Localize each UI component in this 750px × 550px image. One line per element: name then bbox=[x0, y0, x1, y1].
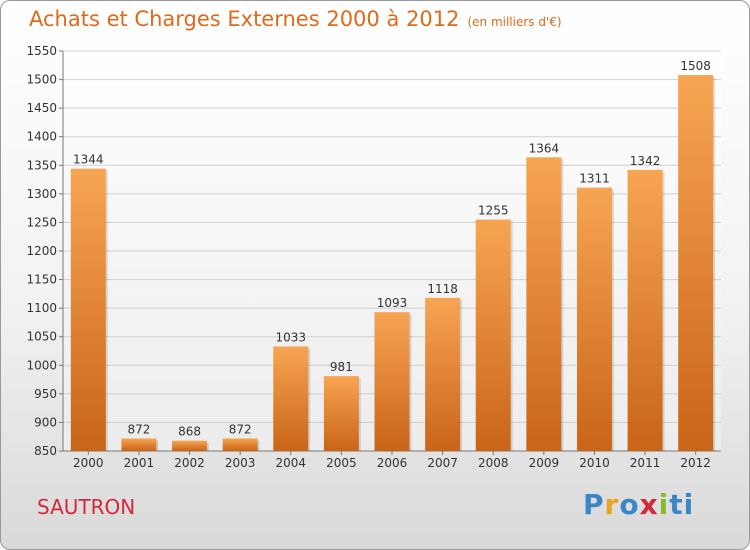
bar bbox=[475, 219, 511, 451]
x-tick-label: 2009 bbox=[529, 456, 560, 470]
x-tick-label: 2012 bbox=[680, 456, 711, 470]
logo-letter: P bbox=[583, 488, 605, 521]
y-tick-label: 950 bbox=[34, 387, 57, 401]
bar bbox=[627, 169, 663, 451]
bar-value-label: 1255 bbox=[478, 204, 509, 218]
logo-letter: o bbox=[619, 488, 640, 521]
bar-value-label: 868 bbox=[178, 425, 201, 439]
bar-value-label: 981 bbox=[330, 360, 353, 374]
bar-value-label: 1364 bbox=[529, 141, 560, 155]
x-tick-label: 2011 bbox=[630, 456, 661, 470]
bar bbox=[526, 157, 562, 452]
chart-subtitle: (en milliers d'€) bbox=[467, 15, 562, 29]
logo-letter: ti bbox=[669, 488, 695, 521]
bar bbox=[678, 75, 714, 451]
bar-value-label: 1093 bbox=[377, 296, 408, 310]
bar bbox=[273, 346, 309, 451]
y-tick-label: 1250 bbox=[26, 215, 57, 229]
bar bbox=[374, 312, 410, 451]
x-tick-label: 2003 bbox=[225, 456, 256, 470]
x-tick-label: 2004 bbox=[275, 456, 306, 470]
bar-value-label: 1118 bbox=[427, 282, 458, 296]
x-tick-label: 2001 bbox=[124, 456, 155, 470]
logo-letter: x bbox=[639, 488, 659, 521]
x-tick-label: 2002 bbox=[174, 456, 205, 470]
x-tick-label: 2008 bbox=[478, 456, 509, 470]
bar-value-label: 872 bbox=[229, 422, 252, 436]
y-tick-label: 1000 bbox=[26, 358, 57, 372]
y-tick-label: 1500 bbox=[26, 73, 57, 87]
y-tick-label: 1550 bbox=[26, 44, 57, 58]
y-tick-label: 1200 bbox=[26, 244, 57, 258]
bar bbox=[121, 438, 157, 451]
bar bbox=[222, 438, 258, 451]
proxiti-logo: Proxiti bbox=[583, 488, 694, 521]
bar bbox=[425, 297, 461, 451]
bar bbox=[70, 168, 106, 451]
y-tick-label: 900 bbox=[34, 415, 57, 429]
x-tick-label: 2000 bbox=[73, 456, 104, 470]
y-tick-label: 1300 bbox=[26, 187, 57, 201]
chart-title: Achats et Charges Externes 2000 à 2012 (e… bbox=[29, 7, 562, 31]
bar bbox=[576, 187, 612, 452]
y-tick-label: 850 bbox=[34, 444, 57, 458]
bar-value-label: 1344 bbox=[73, 153, 104, 167]
logo-letter: i bbox=[658, 488, 670, 521]
bar bbox=[172, 440, 208, 451]
y-tick-label: 1050 bbox=[26, 330, 57, 344]
x-tick-label: 2007 bbox=[427, 456, 458, 470]
y-tick-label: 1400 bbox=[26, 130, 57, 144]
bar-value-label: 1342 bbox=[630, 154, 661, 168]
y-tick-label: 1150 bbox=[26, 273, 57, 287]
y-tick-label: 1350 bbox=[26, 158, 57, 172]
y-tick-label: 1100 bbox=[26, 301, 57, 315]
x-tick-label: 2005 bbox=[326, 456, 357, 470]
bar-value-label: 872 bbox=[127, 422, 150, 436]
bar-value-label: 1311 bbox=[579, 172, 610, 186]
x-tick-label: 2010 bbox=[579, 456, 610, 470]
bar bbox=[323, 376, 359, 451]
bar-value-label: 1033 bbox=[275, 330, 306, 344]
bar-value-label: 1508 bbox=[680, 59, 711, 73]
chart-title-text: Achats et Charges Externes 2000 à 2012 bbox=[29, 7, 460, 31]
x-tick-label: 2006 bbox=[377, 456, 408, 470]
y-tick-label: 1450 bbox=[26, 101, 57, 115]
place-name: SAUTRON bbox=[37, 495, 136, 519]
logo-letter: r bbox=[604, 488, 620, 521]
